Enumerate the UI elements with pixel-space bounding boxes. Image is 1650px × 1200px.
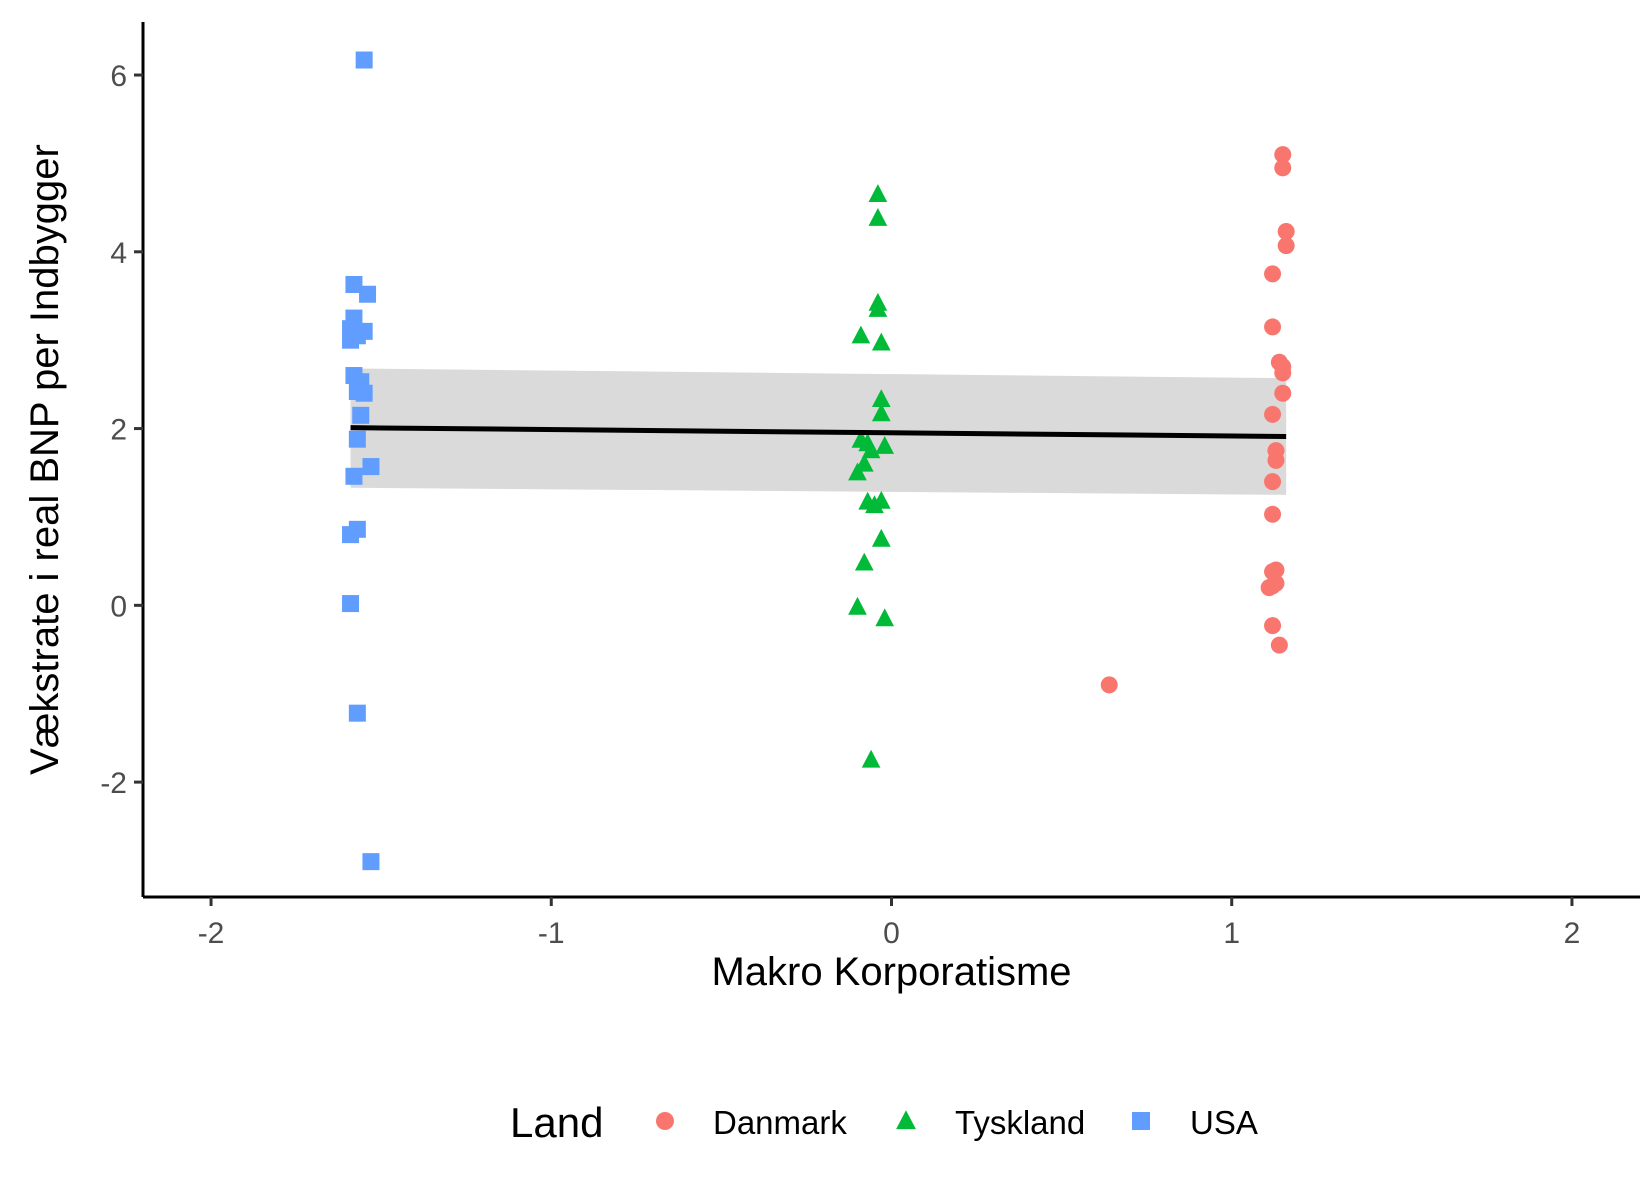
legend-label-danmark: Danmark [713,1104,847,1141]
data-point-usa [352,406,370,424]
regression-line-layer [350,425,1287,440]
data-point-danmark [1100,676,1118,694]
data-point-tyskland [851,325,871,344]
y-tick-label: 0 [110,590,127,623]
data-point-danmark [1264,265,1282,283]
data-point-danmark [1274,364,1292,382]
data-point-usa [355,51,373,69]
legend-title: Land [510,1099,603,1146]
x-axis-title: Makro Korporatisme [711,950,1071,994]
data-point-usa [342,595,360,613]
data-point-usa [359,285,377,303]
legend-key-danmark [656,1112,674,1130]
y-tick-label: 6 [110,60,127,93]
legend-key-tyskland [896,1110,916,1130]
data-point-tyskland [871,389,891,408]
data-point-tyskland [871,528,891,547]
data-point-usa [348,430,366,448]
x-tick-label: -2 [198,917,225,950]
x-tick-label: 0 [883,917,900,950]
data-point-tyskland [875,436,895,454]
data-point-usa [342,331,360,349]
y-tick-label: 2 [110,414,127,447]
data-point-tyskland [854,552,874,571]
data-point-danmark [1277,222,1295,240]
y-tick-label: 4 [110,237,127,270]
data-point-danmark [1260,579,1278,597]
y-tick-label: -2 [100,767,127,800]
data-point-danmark [1274,146,1292,164]
data-points-layer [342,51,1295,871]
data-point-tyskland [868,184,888,202]
data-point-danmark [1277,237,1295,255]
x-tick-label: 1 [1223,917,1240,950]
data-point-danmark [1264,617,1282,635]
data-point-danmark [1274,384,1292,402]
data-point-usa [342,526,360,544]
data-point-danmark [1264,405,1282,423]
data-point-danmark [1264,473,1282,491]
data-point-tyskland [871,403,891,422]
x-tick-label: 2 [1564,917,1581,950]
data-point-danmark [1267,451,1285,469]
data-point-danmark [1270,636,1288,654]
data-point-tyskland [861,749,881,768]
data-point-usa [355,384,373,402]
data-point-tyskland [868,299,888,317]
data-point-tyskland [848,596,867,615]
data-point-danmark [1264,505,1282,523]
legend-label-usa: USA [1190,1104,1258,1141]
tick-labels-layer: -2 -1 0 1 2 -2 0 2 4 6 [100,60,1580,950]
data-point-usa [362,853,380,871]
x-tick-label: -1 [538,917,565,950]
regression-line [350,425,1287,440]
data-point-danmark [1264,318,1282,336]
data-point-danmark [1274,159,1292,177]
data-point-tyskland [848,462,867,481]
legend-key-usa [1132,1112,1150,1130]
data-point-tyskland [875,608,895,627]
data-point-usa [345,276,363,293]
data-point-usa [362,458,380,476]
legend: Land Danmark Tyskland USA [510,1099,1258,1146]
axes-layer [134,22,1640,906]
data-point-tyskland [865,495,884,514]
y-axis-title: Vækstrate i real BNP per Indbygger [23,144,67,775]
data-point-tyskland [871,332,891,351]
data-point-usa [345,467,363,485]
data-point-usa [348,704,366,722]
legend-items: Danmark Tyskland USA [656,1104,1258,1141]
data-point-tyskland [868,208,888,226]
legend-label-tyskland: Tyskland [955,1104,1085,1141]
